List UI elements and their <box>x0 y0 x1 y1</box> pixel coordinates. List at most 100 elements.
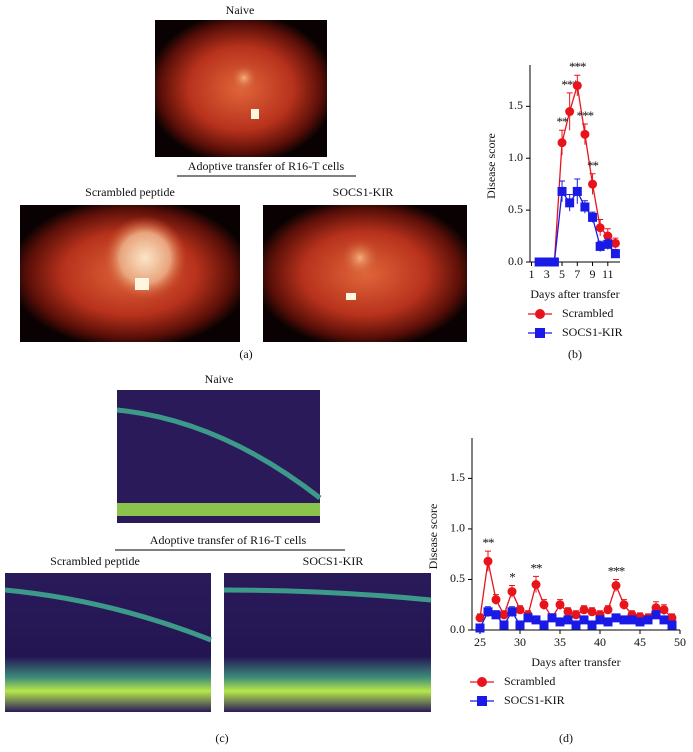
y-tick-label: 1.5 <box>450 470 465 484</box>
naive-label: Naive <box>226 3 255 17</box>
y-tick-label: 0.0 <box>508 254 523 268</box>
x-tick-label: 30 <box>514 635 526 649</box>
x-tick-label: 50 <box>674 635 686 649</box>
data-point <box>534 257 544 267</box>
data-point <box>572 81 582 91</box>
right-label: SOCS1-KIR <box>303 554 364 568</box>
x-axis-label: Days after transfer <box>530 287 619 301</box>
significance: ** <box>557 114 569 129</box>
x-tick-label: 3 <box>544 267 550 281</box>
data-point <box>515 605 525 615</box>
data-point <box>579 605 589 615</box>
transfer-label: Adoptive transfer of R16-T cells <box>188 159 345 173</box>
retina-layer <box>4 587 212 643</box>
data-point <box>563 615 573 625</box>
legend-marker <box>477 677 487 687</box>
x-tick-label: 5 <box>559 267 565 281</box>
reflex <box>135 278 149 290</box>
data-point <box>491 595 501 605</box>
data-point <box>635 617 645 627</box>
optic-disc <box>230 64 258 92</box>
naive-label: Naive <box>205 372 234 386</box>
data-point <box>507 587 517 597</box>
data-point <box>659 615 669 625</box>
data-point <box>531 615 541 625</box>
data-point <box>627 615 637 625</box>
data-point <box>549 257 559 267</box>
data-point <box>491 610 501 620</box>
significance: *** <box>577 108 594 123</box>
significance: *** <box>569 59 586 74</box>
data-point <box>611 613 621 623</box>
left-label: Scrambled peptide <box>85 185 175 199</box>
retina-layer <box>223 587 432 603</box>
data-point <box>557 186 567 196</box>
data-point <box>651 603 661 613</box>
significance: ** <box>531 560 543 575</box>
legend-label: SOCS1-KIR <box>504 693 565 707</box>
legend-marker <box>535 328 545 338</box>
data-point <box>595 615 605 625</box>
data-point <box>667 613 677 623</box>
data-point <box>571 610 581 620</box>
y-tick-label: 1.0 <box>450 521 465 535</box>
data-point <box>587 607 597 617</box>
legend-label: Scrambled <box>504 674 555 688</box>
reflex <box>346 293 356 300</box>
significance: * <box>509 570 515 585</box>
significance: ** <box>483 535 495 550</box>
lesion <box>103 216 187 300</box>
y-tick-label: 0.5 <box>508 202 523 216</box>
data-point <box>557 138 567 148</box>
data-point <box>475 613 485 623</box>
legend-label: Scrambled <box>562 306 613 320</box>
data-point <box>588 179 598 189</box>
data-point <box>603 239 613 249</box>
data-point <box>475 623 485 633</box>
data-point <box>499 610 509 620</box>
data-point <box>651 610 661 620</box>
data-point <box>603 231 613 241</box>
x-tick-label: 11 <box>602 267 614 281</box>
data-point <box>603 605 613 615</box>
x-axis-label: Days after transfer <box>531 655 620 669</box>
oct-image <box>117 390 320 523</box>
data-point <box>547 613 557 623</box>
data-point <box>483 607 493 617</box>
legend-marker <box>535 309 545 319</box>
data-point <box>579 615 589 625</box>
x-tick-label: 1 <box>529 267 535 281</box>
y-axis-label: Disease score <box>426 504 440 570</box>
retina-layer <box>117 503 320 516</box>
data-point <box>565 198 575 208</box>
significance: *** <box>608 563 625 578</box>
data-point <box>499 620 509 630</box>
data-point <box>539 620 549 630</box>
left-label: Scrambled peptide <box>50 554 140 568</box>
data-point <box>539 600 549 610</box>
data-point <box>603 617 613 627</box>
data-point <box>555 617 565 627</box>
data-point <box>587 620 597 630</box>
data-point <box>571 620 581 630</box>
optic-disc <box>340 238 380 278</box>
y-axis-label: Disease score <box>484 133 498 199</box>
data-point <box>483 556 493 566</box>
data-point <box>595 241 605 251</box>
data-point <box>580 129 590 139</box>
data-point <box>555 600 565 610</box>
y-tick-label: 0.0 <box>450 622 465 636</box>
data-point <box>523 613 533 623</box>
data-point <box>563 607 573 617</box>
data-point <box>588 212 598 222</box>
caption: (c) <box>215 731 228 745</box>
significance: ** <box>587 158 599 173</box>
data-point <box>531 580 541 590</box>
data-point <box>595 223 605 233</box>
data-point <box>580 202 590 212</box>
data-point <box>507 607 517 617</box>
data-point <box>619 600 629 610</box>
caption: (d) <box>559 731 573 745</box>
